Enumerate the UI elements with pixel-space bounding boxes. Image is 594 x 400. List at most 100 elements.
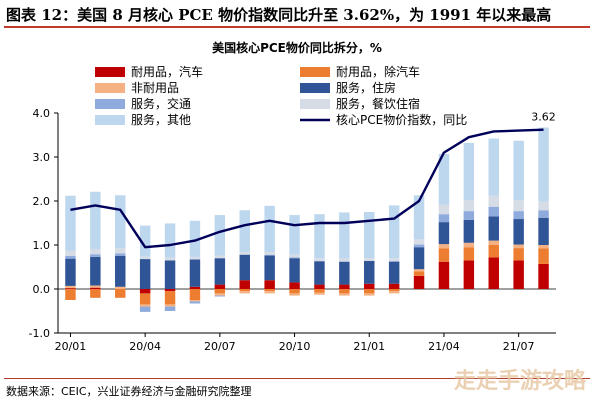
bar-housing-20/09	[264, 255, 275, 281]
bar-housing-21/06	[488, 216, 499, 241]
bar-other_services-20/01	[65, 195, 76, 251]
bar-housing-20/05	[164, 260, 176, 289]
core-pce-line: 3.62	[70, 111, 556, 249]
y-tick-label: 0.0	[33, 283, 51, 296]
bar-food_lodging-21/01	[364, 258, 375, 261]
bar-durable_ex_auto-21/03	[413, 271, 425, 276]
bar-durable_ex_auto-20/02	[90, 289, 101, 298]
x-tick-label: 20/07	[204, 340, 236, 353]
bar-food_lodging-21/07	[513, 200, 524, 212]
bar-durable_auto-21/04	[438, 261, 450, 289]
bar-housing-20/02	[90, 256, 101, 286]
legend-swatch-durable_ex_auto	[300, 67, 330, 77]
bar-food_lodging-21/02	[388, 258, 400, 261]
bar-housing-20/11	[314, 261, 325, 285]
legend-label-other_services: 服务，其他	[131, 112, 191, 127]
bar-durable_ex_auto-21/07	[513, 248, 524, 261]
legend-label-food_lodging: 服务，餐饮住宿	[336, 96, 420, 111]
axes: -1.0 0.0 1.0 2.0 3.0 4.0 20/01 20/04 20/07 20/10 2…	[29, 107, 556, 353]
bar-other_services-21/04	[438, 153, 450, 205]
bar-durable_auto-21/08	[538, 263, 549, 289]
data-source-note: 数据来源：CEIC，兴业证券经济与金融研究院整理	[6, 385, 252, 398]
bar-nondurable-20/12	[339, 293, 350, 296]
legend-swatch-nondurable	[95, 83, 125, 93]
bar-nondurable-20/06	[189, 300, 201, 302]
bar-durable_auto-20/05	[164, 289, 176, 292]
bar-food_lodging-20/09	[264, 252, 275, 255]
watermark-logo: 走走手游攻略	[453, 369, 586, 394]
bar-durable_auto-20/10	[289, 282, 300, 289]
bar-nondurable-20/04	[139, 304, 151, 307]
bar-food_lodging-20/11	[314, 258, 325, 261]
bar-durable_ex_auto-20/04	[139, 293, 151, 305]
bar-nondurable-21/01	[364, 293, 375, 296]
legend-swatch-durable_auto	[95, 67, 125, 77]
bar-transport-20/10	[289, 257, 300, 259]
bar-transport-21/08	[538, 210, 549, 218]
x-tick-label: 20/01	[55, 340, 87, 353]
bar-durable_auto-21/05	[463, 260, 475, 289]
bar-nondurable-20/10	[289, 293, 300, 296]
bar-durable_ex_auto-20/05	[164, 291, 176, 305]
bar-food_lodging-20/08	[239, 252, 250, 255]
bar-food_lodging-20/03	[115, 248, 126, 254]
bar-durable_auto-20/07	[214, 284, 226, 289]
bar-durable_ex_auto-20/07	[214, 289, 226, 294]
bars	[65, 127, 549, 312]
bar-durable_ex_auto-20/11	[314, 289, 325, 293]
bar-durable_ex_auto-20/09	[264, 289, 275, 292]
bar-transport-20/05	[164, 306, 176, 311]
bar-other_services-20/07	[214, 215, 226, 256]
bar-other_services-20/06	[189, 220, 201, 257]
bar-nondurable-20/07	[214, 293, 226, 296]
bar-nondurable-21/02	[388, 291, 400, 294]
legend-label-transport: 服务，交通	[131, 96, 191, 111]
bar-food_lodging-20/05	[164, 257, 176, 261]
legend-label-durable_auto: 耐用品，汽车	[131, 64, 203, 79]
bar-transport-21/02	[388, 260, 400, 262]
legend-label-core_pce: 核心PCE物价指数，同比	[336, 112, 467, 127]
bar-durable_auto-20/08	[239, 280, 250, 289]
bar-transport-21/03	[413, 244, 425, 248]
core-pce-line-path	[70, 128, 544, 249]
bar-food_lodging-21/08	[538, 201, 549, 211]
bar-food_lodging-20/01	[65, 250, 76, 256]
bar-housing-21/02	[388, 261, 400, 284]
bar-other_services-21/08	[538, 127, 549, 202]
bar-transport-21/07	[513, 211, 524, 220]
legend-label-housing: 服务，住房	[336, 80, 396, 95]
bar-housing-20/08	[239, 254, 250, 281]
bar-transport-20/09	[264, 254, 275, 256]
bar-housing-20/10	[289, 258, 300, 283]
bar-nondurable-21/08	[538, 245, 549, 249]
bar-durable_auto-21/01	[364, 283, 375, 289]
bar-durable_auto-20/09	[264, 280, 275, 289]
bar-housing-20/04	[139, 259, 151, 289]
bar-durable_ex_auto-21/04	[438, 248, 450, 262]
bar-durable_auto-20/04	[139, 289, 151, 294]
footer-divider	[4, 378, 590, 379]
bar-nondurable-20/01	[65, 285, 76, 289]
bar-other_services-20/08	[239, 210, 250, 253]
legend-swatch-other_services	[95, 115, 125, 125]
bar-food_lodging-20/06	[189, 256, 201, 260]
bar-transport-21/06	[488, 206, 499, 217]
legend-label-durable_ex_auto: 耐用品，除汽车	[336, 64, 420, 79]
bar-durable_ex_auto-21/02	[388, 289, 400, 292]
bar-transport-20/07	[214, 295, 226, 297]
bar-other_services-21/03	[413, 195, 425, 240]
bar-durable_ex_auto-20/08	[239, 289, 250, 292]
bar-food_lodging-21/04	[438, 204, 450, 215]
bar-durable_auto-21/06	[488, 257, 499, 289]
x-tick-label: 20/04	[129, 340, 161, 353]
y-tick-label: 3.0	[33, 151, 51, 164]
bar-nondurable-21/05	[463, 242, 475, 248]
bar-transport-20/02	[90, 254, 101, 257]
bar-housing-21/01	[364, 260, 375, 284]
bar-transport-20/04	[139, 306, 151, 312]
bar-transport-21/04	[438, 214, 450, 223]
bar-nondurable-20/05	[164, 304, 176, 307]
bar-durable_ex_auto-21/06	[488, 245, 499, 258]
bar-durable_ex_auto-21/05	[463, 247, 475, 261]
x-tick-label: 20/10	[279, 340, 311, 353]
